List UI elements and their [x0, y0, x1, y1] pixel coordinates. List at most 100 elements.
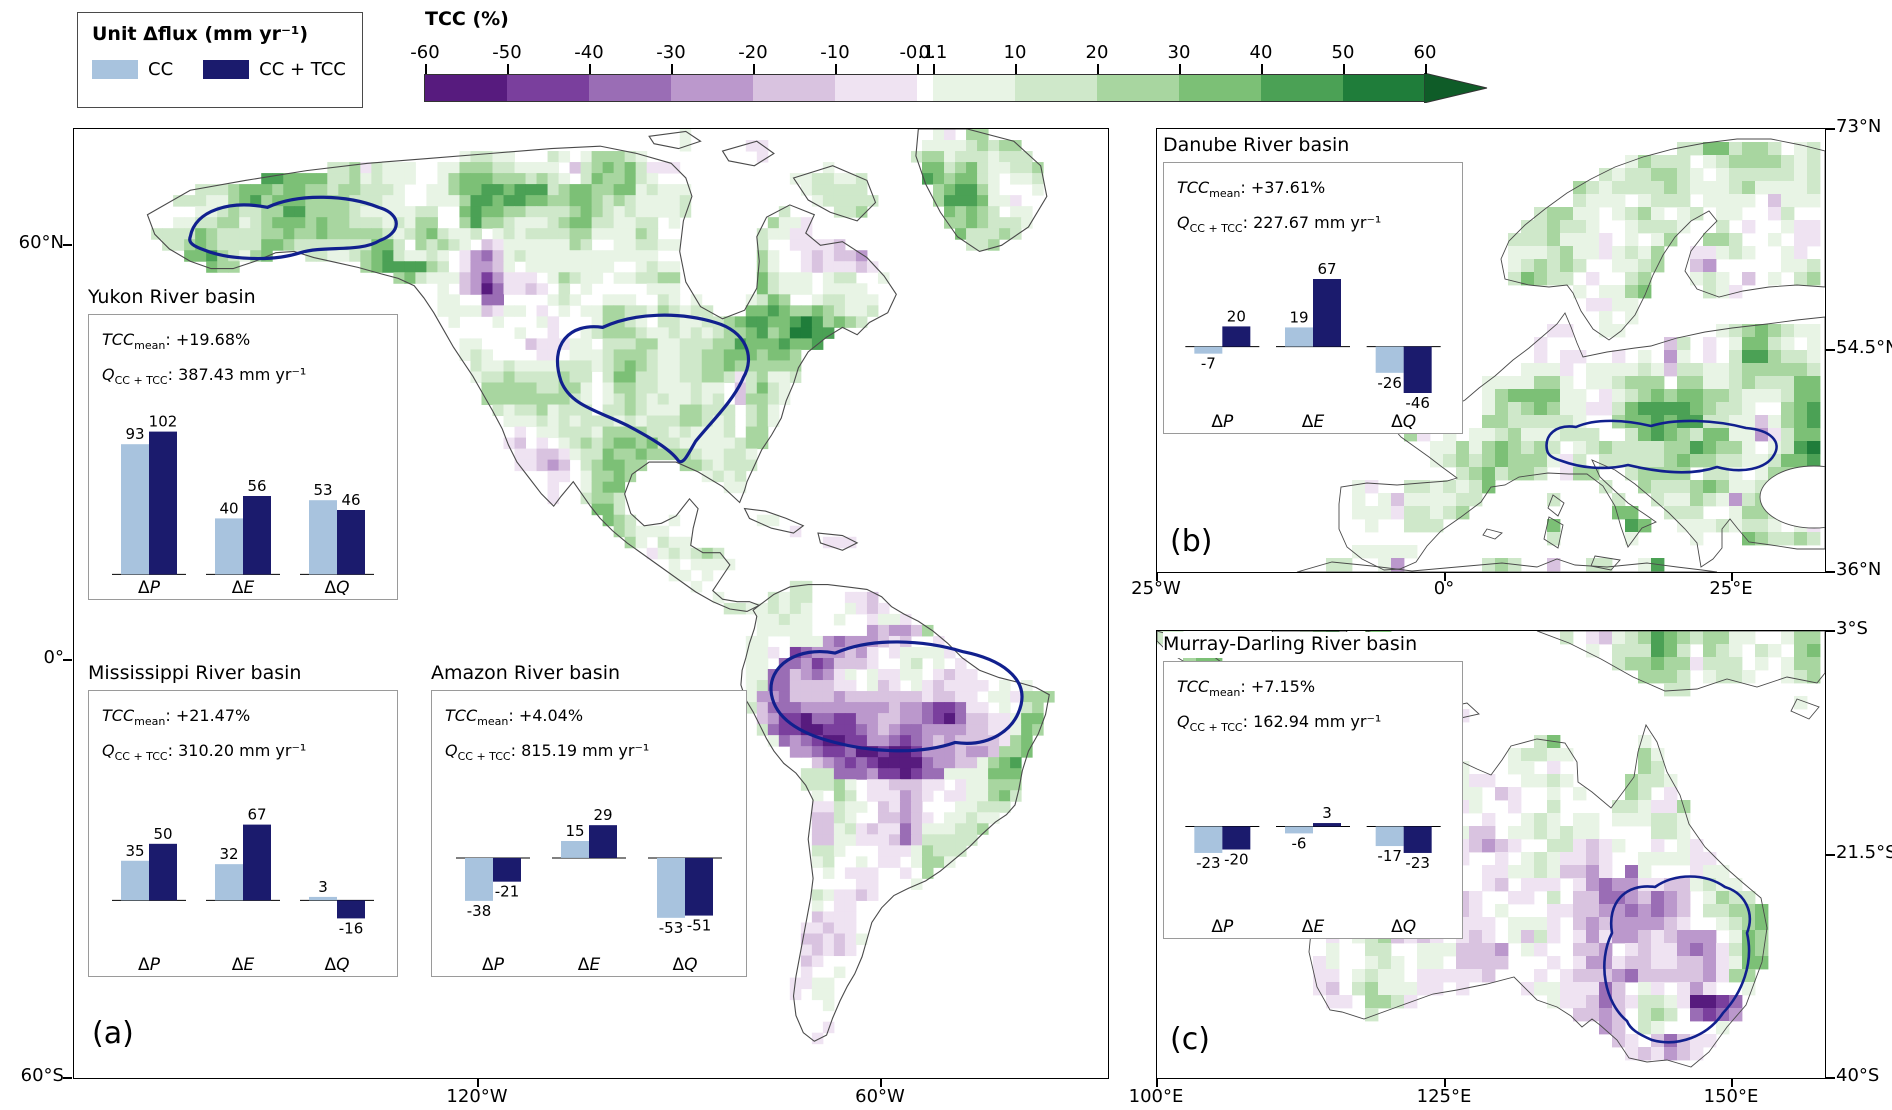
svg-text:46: 46 [341, 491, 360, 509]
unit-flux-legend: Unit Δflux (mm yr⁻¹) CC CC + TCC [77, 12, 363, 108]
colorbar-segment [1261, 74, 1343, 102]
inset-amazon-river-basin: Amazon River basin TCCmean: +4.04% QCC +… [431, 661, 747, 977]
svg-text:20: 20 [1227, 308, 1246, 326]
svg-text:ΔP: ΔP [138, 578, 161, 598]
inset-danube-river-basin: Danube River basin TCCmean: +37.61% QCC … [1163, 133, 1463, 434]
svg-text:50: 50 [153, 825, 172, 843]
axis-tickmark [63, 244, 72, 246]
inset-murray-darling-river-basin: Murray-Darling River basin TCCmean: +7.1… [1163, 632, 1463, 939]
svg-text:-21: -21 [495, 883, 520, 901]
svg-text:32: 32 [219, 846, 238, 864]
colorbar-segment [753, 74, 835, 102]
svg-text:29: 29 [593, 807, 612, 825]
axis-tick-label: 25°W [1131, 578, 1181, 599]
panel-label-a: (a) [92, 1016, 134, 1051]
inset-box: TCCmean: +7.15% QCC + TCC: 162.94 mm yr⁻… [1163, 661, 1463, 939]
axis-tick-label: 0° [1433, 578, 1455, 599]
svg-text:ΔE: ΔE [1302, 917, 1325, 937]
q-stat: QCC + TCC: 227.67 mm yr⁻¹ [1177, 213, 1382, 236]
svg-text:67: 67 [247, 806, 266, 824]
bar-chart-yukon: 93 102 ΔP 40 56 ΔE 53 46 ΔQ [112, 413, 374, 598]
axis-tickmark [63, 1077, 72, 1079]
colorbar-tick-label: 40 [1249, 42, 1273, 63]
axis-tickmark [1826, 571, 1835, 573]
colorbar-segment [1179, 74, 1261, 102]
axis-tick-label: 60°S [20, 1065, 64, 1086]
colorbar-tickmark [1261, 64, 1263, 74]
bar-chart-mississippi: 35 50 ΔP 32 67 ΔE 3 -16 ΔQ [112, 806, 374, 975]
colorbar-segment [917, 74, 933, 102]
svg-text:15: 15 [565, 822, 584, 840]
colorbar-arrow [1424, 73, 1488, 103]
colorbar-tick-label: -0.1 [899, 42, 935, 63]
svg-text:-7: -7 [1201, 355, 1216, 373]
colorbar-tickmark [1179, 64, 1181, 74]
colorbar-tickmark [1097, 64, 1099, 74]
inset-title: Amazon River basin [431, 661, 625, 687]
colorbar-tick-label: 20 [1085, 42, 1109, 63]
svg-text:3: 3 [318, 878, 328, 896]
q-stat: QCC + TCC: 310.20 mm yr⁻¹ [102, 741, 307, 764]
cc-color-swatch [92, 60, 138, 79]
svg-text:ΔQ: ΔQ [1391, 412, 1416, 432]
inset-title: Murray-Darling River basin [1163, 632, 1422, 658]
colorbar-tick-label: -40 [574, 42, 604, 63]
colorbar-tickmark [507, 64, 509, 74]
axis-tickmark [63, 659, 72, 661]
colorbar-segment [507, 74, 589, 102]
colorbar-tick-label: -50 [492, 42, 522, 63]
svg-text:ΔP: ΔP [482, 955, 505, 975]
svg-text:ΔQ: ΔQ [324, 955, 349, 975]
colorbar-tickmark [917, 64, 919, 74]
colorbar-tickmark [671, 64, 673, 74]
tcc-mean-stat: TCCmean: +7.15% [1177, 677, 1316, 700]
colorbar-title: TCC (%) [425, 8, 509, 30]
q-stat: QCC + TCC: 387.43 mm yr⁻¹ [102, 365, 307, 388]
axis-tick-label: 120°W [446, 1086, 508, 1107]
tcc-mean-stat: TCCmean: +19.68% [102, 330, 251, 353]
svg-text:102: 102 [149, 413, 178, 431]
axis-tickmark [477, 1078, 479, 1087]
colorbar-segment [933, 74, 1015, 102]
colorbar-segment [1343, 74, 1425, 102]
axis-tick-label: 21.5°S [1836, 842, 1892, 863]
axis-tickmark [1731, 1078, 1733, 1087]
svg-text:ΔP: ΔP [138, 955, 161, 975]
axis-tickmark [1826, 854, 1835, 856]
colorbar-segment [425, 74, 507, 102]
svg-text:-17: -17 [1377, 847, 1402, 865]
svg-text:-26: -26 [1377, 374, 1402, 392]
inset-yukon-river-basin: Yukon River basin TCCmean: +19.68% QCC +… [88, 285, 398, 600]
inset-title: Mississippi River basin [88, 661, 306, 687]
svg-text:-38: -38 [467, 902, 492, 920]
colorbar-tickmark [1343, 64, 1345, 74]
svg-text:40: 40 [219, 500, 238, 518]
svg-text:ΔE: ΔE [232, 578, 255, 598]
legend-title: Unit Δflux (mm yr⁻¹) [92, 23, 309, 45]
colorbar-tick-label: 30 [1167, 42, 1191, 63]
axis-tickmark [1826, 349, 1835, 351]
colorbar-tick-label: 60 [1413, 42, 1437, 63]
svg-text:ΔQ: ΔQ [1391, 917, 1416, 937]
svg-text:3: 3 [1322, 804, 1332, 822]
colorbar-tick-label: 50 [1331, 42, 1355, 63]
svg-text:-53: -53 [659, 919, 684, 937]
svg-text:-51: -51 [687, 917, 712, 935]
colorbar-tickmark [425, 64, 427, 74]
panel-label-b: (b) [1170, 524, 1213, 559]
axis-tickmark [1444, 572, 1446, 581]
axis-tickmark [1156, 572, 1158, 581]
svg-text:35: 35 [125, 842, 144, 860]
colorbar-tickmark [753, 64, 755, 74]
svg-text:-23: -23 [1405, 854, 1430, 872]
colorbar-tick-label: 0.1 [918, 42, 948, 63]
cc-tcc-label: CC + TCC [259, 59, 346, 80]
axis-tick-label: 25°E [1709, 578, 1753, 599]
svg-text:ΔE: ΔE [1302, 412, 1325, 432]
inset-title: Yukon River basin [88, 285, 260, 311]
colorbar-segment [671, 74, 753, 102]
axis-tick-label: 73°N [1836, 116, 1882, 137]
axis-tick-label: 3°S [1836, 618, 1868, 639]
legend-row: CC CC + TCC [92, 59, 348, 80]
